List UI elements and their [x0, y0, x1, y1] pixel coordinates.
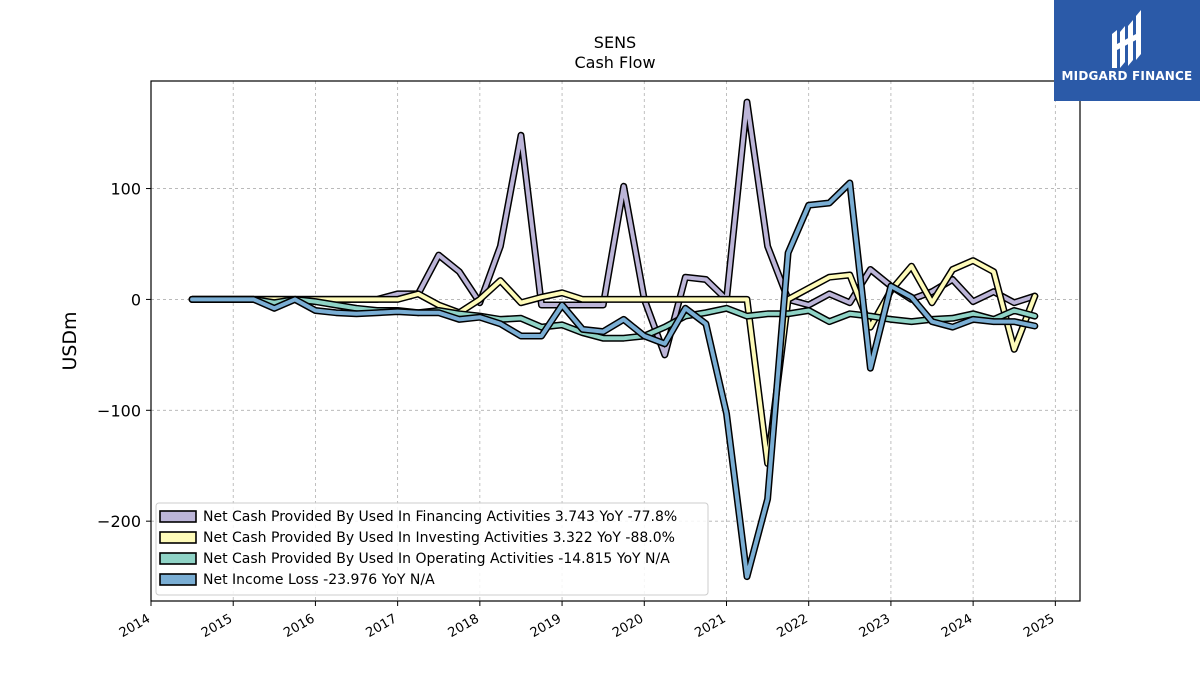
- series-4: [188, 179, 1039, 581]
- midgard-finance-logo: MIDGARD FINANCE: [1054, 0, 1200, 101]
- legend-swatch: [159, 510, 197, 523]
- x-tick-label: 2023: [857, 611, 893, 641]
- series-line: [190, 297, 1037, 341]
- x-tick-label: 2021: [692, 611, 728, 641]
- legend-label: Net Cash Provided By Used In Investing A…: [203, 530, 675, 546]
- legend-item: Net Cash Provided By Used In Investing A…: [159, 530, 675, 546]
- legend-swatch: [159, 552, 197, 565]
- legend-label: Net Cash Provided By Used In Operating A…: [203, 551, 670, 567]
- logo-text: MIDGARD FINANCE: [1061, 69, 1193, 83]
- series-layer: [188, 98, 1039, 581]
- legend-item: Net Income Loss -23.976 YoY N/A: [159, 572, 435, 588]
- x-tick-label: 2014: [117, 611, 153, 641]
- y-tick-label: 100: [110, 180, 141, 199]
- series-line: [190, 258, 1037, 466]
- series-1: [188, 98, 1039, 359]
- legend-item: Net Cash Provided By Used In Operating A…: [159, 551, 670, 567]
- y-axis-label: USDm: [59, 311, 81, 370]
- legend-label: Net Cash Provided By Used In Financing A…: [203, 509, 677, 525]
- series-line-outline: [188, 295, 1039, 342]
- logo-mark-icon: [1112, 10, 1141, 68]
- legend-box: [155, 502, 709, 596]
- series-line: [190, 181, 1037, 579]
- series-3: [188, 295, 1039, 342]
- legend-label: Net Income Loss -23.976 YoY N/A: [203, 572, 435, 588]
- legend: Net Cash Provided By Used In Financing A…: [155, 502, 709, 596]
- x-tick-label: 2025: [1021, 611, 1057, 641]
- plot-frame: [150, 80, 1081, 602]
- x-tick-label: 2018: [446, 611, 482, 641]
- x-axis: 2014 2015 2016 2017 2018 2019 2020 2021 2022 2023…: [117, 601, 1057, 641]
- x-tick-label: 2024: [939, 611, 975, 641]
- x-tick-label: 2020: [610, 611, 646, 641]
- legend-swatch: [159, 573, 197, 586]
- chart-title: SENS: [594, 33, 636, 52]
- legend-swatch: [159, 531, 197, 544]
- series-2: [188, 257, 1039, 467]
- series-line-outline: [188, 98, 1039, 359]
- y-axis: −200 −100 0 100: [97, 180, 151, 531]
- legend-item: Net Cash Provided By Used In Financing A…: [159, 509, 677, 525]
- series-line-outline: [188, 257, 1039, 467]
- x-tick-label: 2016: [281, 611, 317, 641]
- chart-subtitle: Cash Flow: [574, 53, 655, 72]
- y-tick-label: 0: [131, 290, 141, 309]
- x-tick-label: 2022: [775, 611, 811, 641]
- x-tick-label: 2015: [199, 611, 235, 641]
- x-tick-label: 2017: [363, 611, 399, 641]
- y-tick-label: −200: [97, 512, 141, 531]
- x-tick-label: 2019: [528, 611, 564, 641]
- y-tick-label: −100: [97, 401, 141, 420]
